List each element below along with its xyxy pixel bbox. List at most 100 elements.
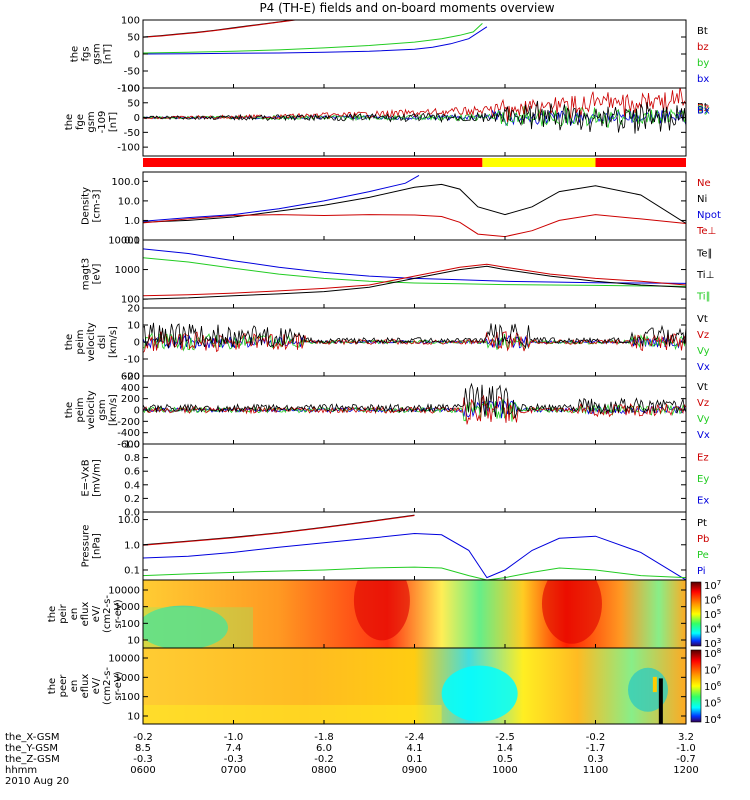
xaxis-tick-value: 0600 bbox=[130, 765, 155, 776]
heatmap-blob-lowenergy bbox=[143, 605, 228, 648]
trace-red bbox=[143, 394, 686, 425]
colorbar-label: 108 bbox=[704, 647, 721, 660]
ytick-label: 50 bbox=[127, 98, 140, 109]
frame-temperature bbox=[142, 239, 687, 309]
ytick-label: 20 bbox=[127, 304, 140, 315]
panel-fgs: 100 50 0 -50 -100 the fgs gsm [nT] Bt bz by bx bbox=[70, 16, 710, 95]
ytick-label: 0.1 bbox=[124, 236, 140, 247]
heatmap-cells-peer bbox=[143, 648, 686, 724]
y-axis-label-line: the bbox=[64, 334, 75, 350]
series-pi-line bbox=[143, 532, 686, 580]
y-axis-label-line: velocity bbox=[86, 322, 97, 361]
y-axis-label-line: the bbox=[47, 606, 58, 622]
legend-Ti⊥: Ti⊥ bbox=[696, 270, 714, 281]
xaxis-tick-value: 1100 bbox=[583, 765, 608, 776]
y-axis-label-line: the bbox=[64, 402, 75, 418]
ytick-label: 100 bbox=[121, 16, 140, 27]
panel-temperature: 10000 1000 100 magt3 [eV] Te∥ Ti⊥ Ti∥ bbox=[81, 236, 714, 309]
colorbar-label: 107 bbox=[704, 579, 721, 592]
colorbar-label-exponent: 7 bbox=[717, 664, 721, 672]
mode-segment-1 bbox=[482, 158, 596, 167]
ytick-label: -400 bbox=[117, 428, 140, 439]
y-axis-label-line: sr-eV) bbox=[113, 599, 124, 628]
trace-black bbox=[143, 100, 686, 134]
y-axis-label-line: fge bbox=[75, 114, 86, 130]
series-bt-line bbox=[143, 20, 297, 38]
ytick-label: 10 bbox=[127, 712, 140, 723]
series-group-fgs bbox=[143, 20, 488, 55]
colorbar-label: 104 bbox=[704, 713, 722, 726]
legend-Vy: Vy bbox=[697, 346, 710, 357]
heatmap-band-low bbox=[143, 705, 442, 724]
series-tblack-line bbox=[143, 265, 686, 300]
series-group-fge bbox=[143, 88, 686, 134]
y-axis-label-line: gsm bbox=[97, 399, 108, 420]
trace-black bbox=[143, 322, 686, 349]
ytick-label: 1000 bbox=[115, 265, 140, 276]
ytick-label: 10 bbox=[127, 636, 140, 647]
y-axis-label-line: E=-VxB bbox=[81, 459, 92, 496]
xaxis-tick-value: -1.0 bbox=[224, 732, 244, 743]
ytick-label: 0 bbox=[134, 338, 140, 349]
y-axis-label-line: eflux bbox=[80, 602, 91, 627]
legend-Vx: Vx bbox=[697, 362, 710, 373]
y-axis-label-line: Density bbox=[81, 187, 92, 225]
colorbar-label-base: 10 bbox=[704, 699, 717, 710]
y-axis-label-line: eflux bbox=[80, 674, 91, 699]
colorbar-label-exponent: 7 bbox=[717, 579, 721, 587]
xaxis-tick-value: -0.3 bbox=[133, 754, 153, 765]
date-label: 2010 Aug 20 bbox=[5, 776, 69, 787]
xaxis-tick-value: 4.1 bbox=[407, 743, 423, 754]
y-axis-label-line: [cm-3] bbox=[92, 189, 103, 222]
xaxis-tick-value: 6.0 bbox=[316, 743, 332, 754]
xaxis-row-label: the_Z-GSM bbox=[5, 754, 60, 765]
ytick-label: 10000 bbox=[108, 586, 140, 597]
heatmap-blob-cyan bbox=[441, 665, 518, 722]
panel-mode bbox=[143, 158, 686, 167]
legend-bx: bx bbox=[697, 74, 709, 85]
ytick-label: -200 bbox=[117, 417, 140, 428]
legend-Ne: Ne bbox=[697, 178, 711, 189]
colorbar-label: 105 bbox=[704, 608, 721, 621]
ytick-label: 600 bbox=[121, 372, 140, 383]
xaxis-tick-value: 8.5 bbox=[135, 743, 151, 754]
legend-Vt: Vt bbox=[697, 382, 708, 393]
legend-Te∥: Te∥ bbox=[696, 249, 713, 260]
mode-segment-2 bbox=[595, 158, 686, 167]
ytick-label: 0.2 bbox=[124, 494, 140, 505]
series-bx-line bbox=[143, 26, 488, 55]
xaxis-tick-value: -0.2 bbox=[586, 732, 606, 743]
xaxis-row-label: the_Y-GSM bbox=[5, 743, 58, 754]
frame-efield bbox=[142, 443, 687, 513]
colorbar-label-base: 10 bbox=[704, 610, 717, 621]
series-ni-line bbox=[143, 183, 686, 224]
colorbar-label-base: 10 bbox=[704, 625, 717, 636]
xaxis-tick-value: -1.0 bbox=[676, 743, 696, 754]
y-axis-label-line: [nT] bbox=[108, 112, 119, 132]
xaxis-tick-value: -2.4 bbox=[405, 732, 425, 743]
ytick-label: 0 bbox=[134, 406, 140, 417]
ytick-label: 50 bbox=[127, 33, 140, 44]
colorbar-label: 103 bbox=[704, 637, 721, 650]
panel-pressure: 10.0 1.0 0.1 Pressure [nPa] Pt Pb Pe Pi bbox=[81, 511, 709, 581]
series-pe-line bbox=[143, 566, 686, 580]
heatmap-band bbox=[143, 607, 253, 648]
legend-Ti∥: Ti∥ bbox=[696, 291, 711, 302]
colorbar-label: 106 bbox=[704, 680, 722, 693]
trace-green bbox=[143, 106, 686, 128]
ytick-label: 10000 bbox=[108, 654, 140, 665]
colorbar-label-exponent: 3 bbox=[717, 637, 721, 645]
legend-Pb: Pb bbox=[697, 534, 709, 545]
xaxis-tick-value: 0700 bbox=[221, 765, 246, 776]
legend-Npot: Npot bbox=[697, 210, 721, 221]
colorbar-label-exponent: 8 bbox=[717, 647, 721, 655]
frame-fgs bbox=[142, 19, 687, 89]
ytick-label: 10.0 bbox=[118, 515, 140, 526]
panel-efield: 1.0 0.8 0.6 0.4 0.2 0.0 E=-VxB [mV/m] Ez Ey Ex bbox=[81, 440, 710, 519]
